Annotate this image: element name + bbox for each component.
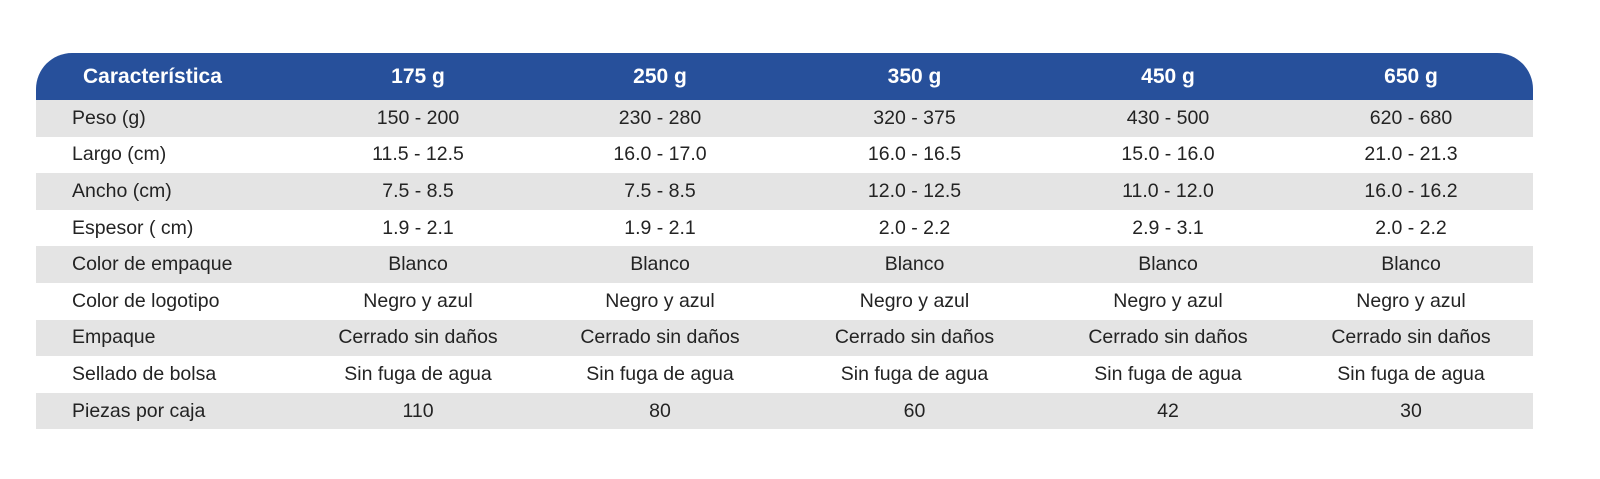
table-cell: Cerrado sin daños [834, 326, 995, 349]
table-cell: Sin fuga de agua [1337, 362, 1485, 385]
row-label: Color de empaque [72, 253, 233, 276]
row-label: Piezas por caja [72, 399, 206, 422]
table-cell: Negro y azul [363, 289, 473, 312]
table-row: Color de logotipo Negro y azul Negro y a… [36, 283, 1533, 320]
table-cell: Sin fuga de agua [344, 362, 492, 385]
table-row: Peso (g) 150 - 200 230 - 280 320 - 375 4… [36, 100, 1533, 137]
table-cell: 11.0 - 12.0 [1122, 179, 1214, 202]
table-cell: 2.0 - 2.2 [878, 216, 951, 239]
table-cell: Blanco [630, 253, 690, 276]
table-cell: 60 [903, 399, 926, 422]
table-cell: Blanco [388, 253, 448, 276]
table-cell: Sin fuga de agua [840, 362, 989, 385]
table-cell: Cerrado sin daños [580, 326, 740, 349]
table-cell: 12.0 - 12.5 [867, 179, 962, 202]
table-cell: 21.0 - 21.3 [1364, 143, 1458, 166]
table-cell: 430 - 500 [1126, 106, 1210, 129]
header-cell-350g: 350 g [887, 64, 942, 88]
header-cell-450g: 450 g [1141, 64, 1195, 88]
table-cell: Negro y azul [605, 289, 715, 312]
row-label: Sellado de bolsa [72, 362, 217, 385]
table-cell: Cerrado sin daños [338, 326, 498, 349]
table-cell: 16.0 - 16.2 [1364, 179, 1458, 202]
table-row: Piezas por caja 110 80 60 42 30 [36, 392, 1533, 430]
header-cell-250g: 250 g [633, 64, 687, 88]
table-cell: Sin fuga de agua [1094, 362, 1242, 385]
table-cell: 16.0 - 17.0 [613, 143, 707, 166]
table-row: Color de empaque Blanco Blanco Blanco Bl… [36, 246, 1533, 283]
header-cell-650g: 650 g [1384, 64, 1438, 88]
header-cell-175g: 175 g [391, 64, 445, 88]
table-row: Ancho (cm) 7.5 - 8.5 7.5 - 8.5 12.0 - 12… [36, 173, 1533, 210]
table-cell: Negro y azul [1113, 289, 1223, 312]
row-label: Peso (g) [72, 106, 146, 129]
table-cell: 7.5 - 8.5 [382, 179, 454, 202]
table-cell: Cerrado sin daños [1088, 326, 1248, 349]
table-cell: 7.5 - 8.5 [624, 179, 696, 202]
table-cell: Sin fuga de agua [586, 362, 734, 385]
row-label: Espesor ( cm) [72, 216, 194, 239]
table-header: Característica 175 g 250 g 350 g 450 g 6… [36, 53, 1533, 100]
table-cell: 2.9 - 3.1 [1132, 216, 1204, 239]
table-cell: 110 [402, 399, 434, 422]
table-cell: 11.5 - 12.5 [372, 143, 464, 166]
row-label: Largo (cm) [72, 143, 167, 166]
table-cell: 16.0 - 16.5 [867, 143, 962, 166]
table-row: Largo (cm) 11.5 - 12.5 16.0 - 17.0 16.0 … [36, 137, 1533, 174]
table-row: Sellado de bolsa Sin fuga de agua Sin fu… [36, 356, 1533, 393]
table-row: Empaque Cerrado sin daños Cerrado sin da… [36, 319, 1533, 357]
table-cell: 30 [1400, 399, 1422, 422]
table-cell: 150 - 200 [376, 106, 460, 129]
table-cell: 80 [649, 399, 671, 422]
row-label: Color de logotipo [72, 289, 220, 312]
table-cell: 620 - 680 [1369, 106, 1453, 129]
table-cell: Blanco [884, 253, 945, 276]
table-cell: Negro y azul [1356, 289, 1466, 312]
header-cell-caracteristica: Característica [83, 64, 222, 88]
table-cell: 42 [1157, 399, 1179, 422]
table-cell: Blanco [1381, 253, 1441, 276]
table-cell: 15.0 - 16.0 [1121, 143, 1215, 166]
table-cell: Cerrado sin daños [1331, 326, 1491, 349]
table-cell: 230 - 280 [618, 106, 702, 129]
table-row: Espesor ( cm) 1.9 - 2.1 1.9 - 2.1 2.0 - … [36, 210, 1533, 247]
table-cell: 1.9 - 2.1 [382, 216, 454, 239]
table-cell: 320 - 375 [873, 106, 956, 129]
spec-table: Característica 175 g 250 g 350 g 450 g 6… [36, 53, 1533, 430]
row-label: Ancho (cm) [72, 179, 172, 202]
table-cell: Blanco [1138, 253, 1198, 276]
table-cell: 2.0 - 2.2 [1375, 216, 1447, 239]
row-label: Empaque [72, 326, 156, 349]
table-cell: 1.9 - 2.1 [624, 216, 696, 239]
table-cell: Negro y azul [859, 289, 970, 312]
